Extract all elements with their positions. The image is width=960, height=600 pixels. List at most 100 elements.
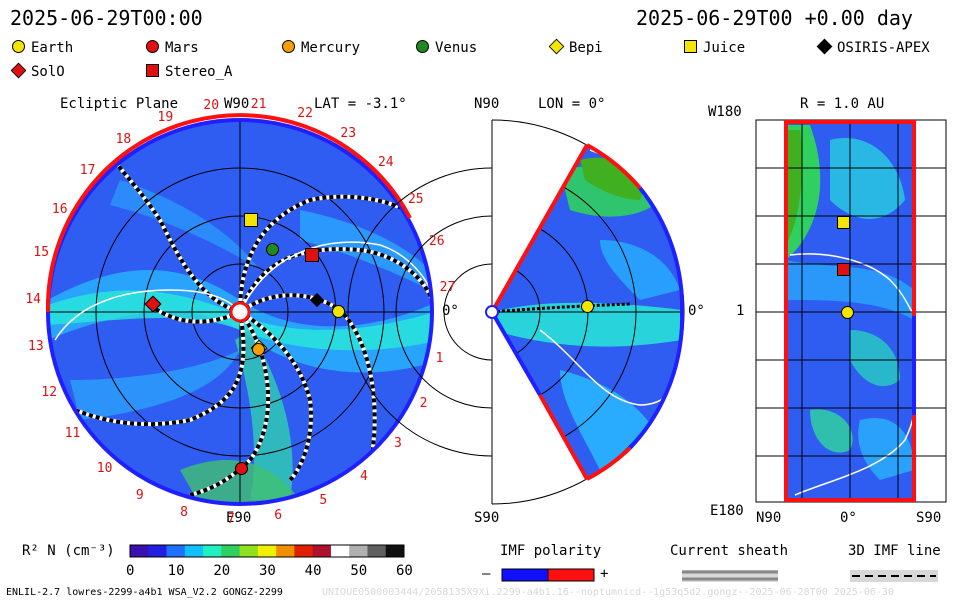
colorbar-swatch (312, 545, 332, 557)
imf-polarity-title: IMF polarity (500, 543, 602, 559)
colorbar-swatch (276, 545, 295, 557)
meridional-top-label: N90 (474, 96, 500, 112)
colorbar-tick-label: 10 (167, 563, 185, 579)
longitude-number: 17 (79, 163, 96, 179)
colorbar-swatch (294, 545, 314, 557)
circle-marker-icon (282, 40, 295, 53)
colorbar-outline (129, 544, 405, 558)
ecliptic-right-label: 0° (442, 303, 459, 319)
juice-marker-ecliptic (244, 213, 258, 227)
ecliptic-lat-label: LAT = -3.1° (314, 96, 407, 112)
longitude-number: 5 (319, 493, 328, 509)
juice-marker-radial (837, 216, 850, 229)
longitude-number: 3 (394, 435, 402, 451)
legend-label: OSIRIS-APEX (837, 40, 930, 56)
legend-item-mercury: Mercury (282, 40, 360, 56)
legend-item-earth: Earth (12, 40, 73, 56)
longitude-number: 20 (203, 98, 220, 114)
earth-marker-meridional (581, 300, 594, 313)
colorbar-swatch (184, 545, 204, 557)
square-marker-icon (146, 64, 159, 77)
colorbar-swatch (203, 545, 222, 557)
legend-label: Stereo_A (165, 64, 233, 80)
colorbar-swatch (257, 545, 277, 557)
legend-label: Earth (31, 40, 74, 56)
square-marker-icon (684, 40, 697, 53)
current-sheath-title: Current sheath (670, 543, 789, 559)
legend-item-juice: Juice (684, 40, 745, 56)
longitude-number: 11 (64, 426, 81, 442)
colorbar-swatch (221, 545, 241, 557)
colorbar-tick-label: 30 (259, 563, 276, 579)
longitude-number: 2 (419, 395, 428, 411)
datetime-left: 2025-06-29T00:00 (10, 6, 203, 30)
longitude-number: 7 (227, 511, 235, 527)
imf-minus-label: – (482, 566, 491, 582)
legend-label: SolO (31, 64, 65, 80)
legend-label: Venus (435, 40, 478, 56)
colorbar-swatch (148, 545, 168, 557)
longitude-number: 19 (157, 110, 174, 126)
longitude-number: 22 (297, 106, 313, 122)
radial-top-left-label: W180 (708, 104, 742, 120)
longitude-number: 26 (428, 234, 445, 250)
colorbar-swatch (367, 545, 387, 557)
longitude-number: 18 (115, 132, 132, 148)
colorbar-swatch (349, 545, 368, 557)
meridional-bottom-label: S90 (474, 510, 500, 526)
radial-x-left-label: N90 (756, 510, 782, 526)
circle-marker-icon (416, 40, 429, 53)
colorbar-swatch (330, 545, 350, 557)
meridional-right-label: 0° (688, 303, 705, 319)
footer-run-id: UNIQUE0500003444/2058135X9Xi.2299-a4b1.1… (322, 587, 894, 598)
colorbar-swatch (385, 545, 405, 557)
ecliptic-title: Ecliptic Plane (60, 96, 179, 112)
longitude-number: 6 (274, 507, 283, 523)
colorbar-tick-label: 0 (126, 563, 135, 579)
imf-3d-line-title: 3D IMF line (848, 543, 941, 559)
longitude-number: 25 (407, 191, 424, 207)
longitude-number: 1 (435, 351, 444, 367)
longitude-number: 15 (33, 245, 50, 261)
legend-item-stereo-a: Stereo_A (146, 64, 232, 80)
ecliptic-bottom-label: E90 (226, 510, 252, 526)
longitude-number: 12 (41, 384, 58, 400)
legend-label: Bepi (569, 40, 603, 56)
meridional-lon-label: LON = 0° (538, 96, 606, 112)
mars-marker-ecliptic (235, 462, 248, 475)
earth-marker-ecliptic (332, 305, 345, 318)
circle-marker-icon (12, 40, 25, 53)
radial-x-right-label: S90 (916, 510, 942, 526)
radial-title: R = 1.0 AU (800, 96, 885, 112)
legend-item-osiris-apex: OSIRIS-APEX (816, 38, 930, 56)
radial-mid-left-label: 1 (736, 303, 745, 319)
longitude-number: 23 (340, 125, 357, 141)
circle-marker-icon (146, 40, 159, 53)
datetime-right: 2025-06-29T00 +0.00 day (636, 6, 913, 30)
legend-item-venus: Venus (416, 40, 477, 56)
mercury-marker-ecliptic (252, 343, 265, 356)
venus-marker-ecliptic (266, 243, 279, 256)
radial-x-mid-label: 0° (840, 510, 857, 526)
colorbar-tick-label: 40 (304, 563, 322, 579)
colorbar-tick-label: 50 (350, 563, 368, 579)
stereo-a-marker-ecliptic (305, 248, 319, 262)
colorbar-tick-label: 20 (213, 563, 231, 579)
legend-label: Mars (165, 40, 199, 56)
longitude-number: 9 (135, 487, 144, 503)
ecliptic-density-map (48, 120, 432, 504)
legend-item-solo: SolO (10, 62, 65, 80)
legend-label: Mercury (301, 40, 361, 56)
colorbar-label: R² N (cm⁻³) (22, 543, 115, 559)
longitude-number: 24 (377, 154, 394, 170)
longitude-number: 27 (439, 280, 456, 296)
legend-label: Juice (703, 40, 746, 56)
colorbar-group (129, 544, 405, 558)
stereo-a-marker-radial (837, 263, 850, 276)
longitude-number: 16 (51, 201, 68, 217)
imf-negative-swatch (501, 568, 549, 582)
longitude-number: 13 (28, 339, 44, 355)
longitude-number: 10 (96, 461, 113, 477)
colorbar-tick-label: 60 (396, 563, 413, 579)
